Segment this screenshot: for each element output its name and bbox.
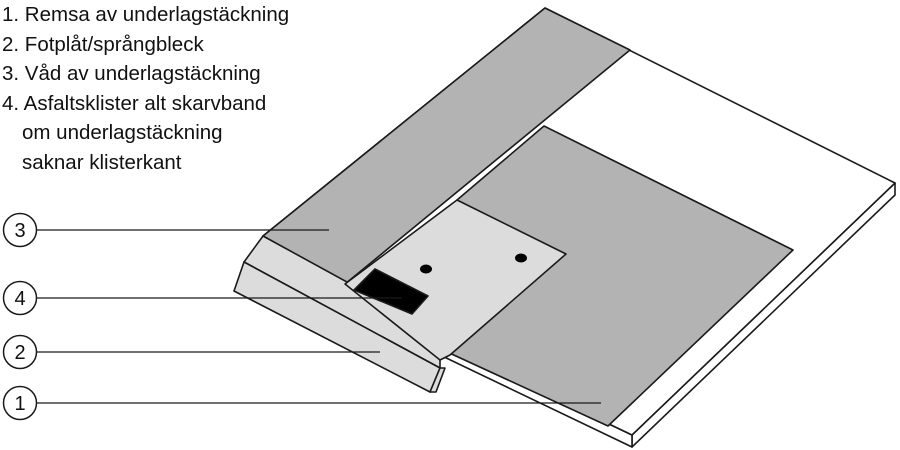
legend-item-4: 4. Asfaltsklister alt skarvband (2, 91, 267, 115)
callout-3-circle (2, 212, 38, 248)
callout-4-circle (2, 280, 38, 316)
legend-item-3: 3. Våd av underlagstäckning (2, 62, 261, 85)
legend-item-2: 2. Fotplåt/språngbleck (2, 32, 204, 56)
callout-1-circle (2, 385, 38, 421)
legend-item-1: 1. Remsa av underlagstäckning (2, 3, 290, 26)
callout-2-circle (2, 334, 38, 370)
eave-flashing-end (429, 367, 446, 393)
nail-hole (420, 264, 432, 274)
callout-2-number: 2 (14, 342, 25, 364)
legend: 1. Remsa av underlagstäckning 2. Fotplåt… (2, 0, 289, 177)
legend-item-4-line-3: saknar klisterkant (22, 150, 182, 174)
eave-flashing-tongue (344, 199, 567, 361)
callout-1-number: 1 (14, 393, 25, 415)
legend-item-4-line-2: om underlagstäckning (22, 121, 223, 144)
callout-4-number: 4 (14, 288, 25, 310)
adhesive-strip-4 (353, 268, 429, 315)
nail-hole (515, 253, 527, 263)
callout-3-number: 3 (14, 220, 25, 242)
